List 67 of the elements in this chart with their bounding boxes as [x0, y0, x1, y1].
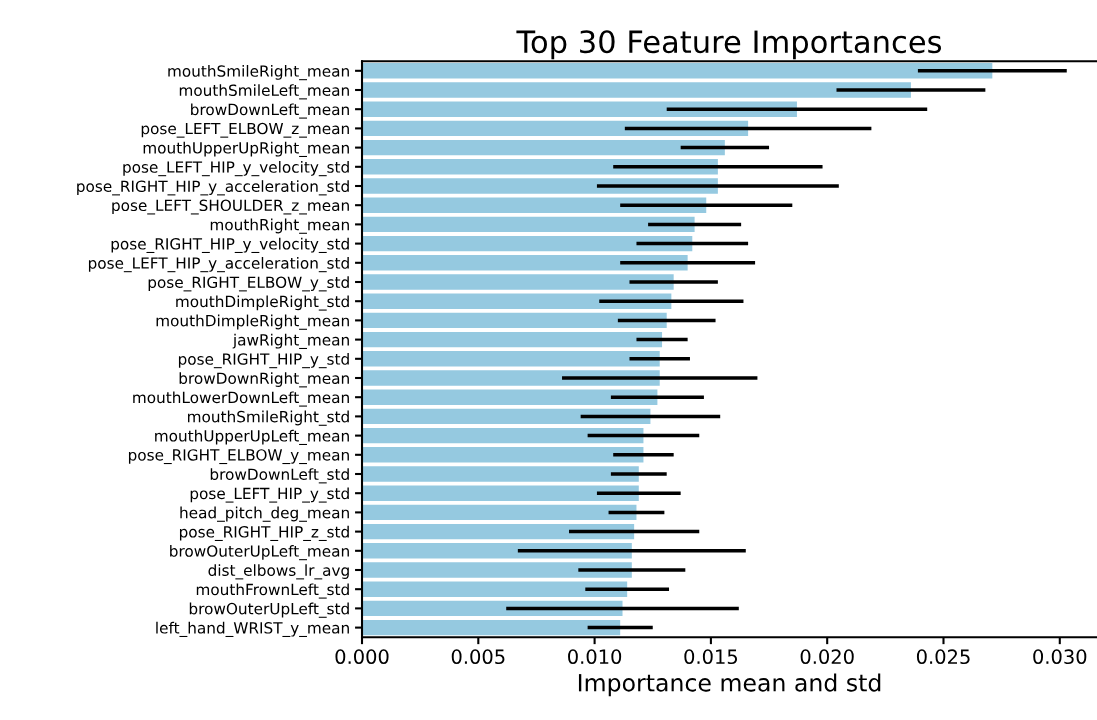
y-tick-label: pose_LEFT_ELBOW_z_mean	[141, 122, 349, 138]
bar	[362, 255, 688, 271]
y-tick-label: browDownRight_mean	[179, 372, 349, 388]
bar	[362, 389, 658, 405]
bar	[362, 197, 707, 213]
bar	[362, 504, 637, 521]
x-tick-label: 0.025	[916, 649, 970, 665]
bar	[362, 159, 718, 175]
x-tick-label: 0.030	[1033, 649, 1087, 665]
y-tick-label: browOuterUpLeft_mean	[170, 545, 349, 561]
y-tick-label: pose_LEFT_HIP_y_std	[190, 487, 349, 503]
bar	[362, 178, 718, 194]
y-tick-label: browDownLeft_std	[210, 468, 349, 484]
bar	[362, 312, 667, 329]
y-tick-label: pose_LEFT_HIP_y_velocity_std	[123, 161, 349, 177]
bar	[362, 447, 644, 463]
y-tick-label: browOuterUpLeft_std	[189, 602, 349, 618]
bar	[362, 63, 993, 79]
bar	[362, 351, 660, 367]
y-tick-label: mouthDimpleRight_mean	[156, 314, 349, 330]
bar	[362, 370, 660, 386]
bar	[362, 581, 628, 597]
bar	[362, 293, 672, 309]
y-tick-label: mouthDimpleRight_std	[176, 295, 349, 311]
y-tick-label: pose_RIGHT_HIP_y_std	[178, 353, 349, 369]
y-tick-label: mouthSmileLeft_mean	[179, 84, 349, 100]
bar	[362, 485, 639, 501]
bar	[362, 562, 632, 578]
y-tick-label: mouthRight_mean	[210, 218, 349, 234]
bar	[362, 139, 725, 156]
y-tick-label: pose_RIGHT_ELBOW_y_std	[148, 276, 349, 292]
y-tick-label: jawRight_mean	[232, 333, 349, 350]
y-tick-label: mouthUpperUpRight_mean	[143, 141, 349, 158]
bar	[362, 619, 621, 636]
y-tick-label: pose_RIGHT_HIP_y_acceleration_std	[77, 180, 349, 196]
y-tick-label: mouthSmileRight_mean	[168, 65, 349, 81]
x-tick-label: 0.000	[335, 649, 389, 665]
bar	[362, 331, 663, 348]
y-tick-label: mouthLowerDownLeft_mean	[133, 391, 349, 407]
x-tick-label: 0.010	[568, 649, 622, 665]
x-tick-label: 0.005	[451, 649, 505, 665]
bar	[362, 466, 639, 482]
chart-title: Top 30 Feature Importances	[516, 30, 942, 60]
bar	[362, 408, 651, 425]
bar	[362, 120, 749, 137]
y-tick-label: pose_LEFT_SHOULDER_z_mean	[112, 199, 349, 215]
bar	[362, 427, 644, 444]
bar	[362, 274, 674, 290]
y-tick-label: mouthUpperUpLeft_mean	[155, 429, 349, 446]
x-tick-label: 0.015	[684, 649, 738, 665]
bar	[362, 101, 797, 117]
bar	[362, 216, 695, 233]
y-tick-label: browDownLeft_mean	[191, 103, 349, 119]
y-tick-label: head_pitch_deg_mean	[180, 506, 349, 522]
bar	[362, 523, 635, 540]
x-tick-label: 0.020	[800, 649, 854, 665]
y-tick-label: mouthSmileRight_std	[188, 410, 349, 426]
y-tick-label: mouthFrownLeft_std	[196, 583, 349, 599]
bar	[362, 235, 693, 252]
x-axis-title: Importance mean and std	[578, 673, 881, 697]
y-tick-label: left_hand_WRIST_y_mean	[156, 621, 349, 638]
y-tick-label: pose_RIGHT_HIP_z_std	[179, 525, 349, 542]
bar	[362, 82, 911, 98]
y-tick-label: pose_RIGHT_HIP_y_velocity_std	[111, 237, 349, 254]
y-tick-label: dist_elbows_lr_avg	[208, 564, 349, 580]
y-tick-label: pose_LEFT_HIP_y_acceleration_std	[88, 257, 349, 273]
y-tick-label: pose_RIGHT_ELBOW_y_mean	[128, 449, 349, 465]
